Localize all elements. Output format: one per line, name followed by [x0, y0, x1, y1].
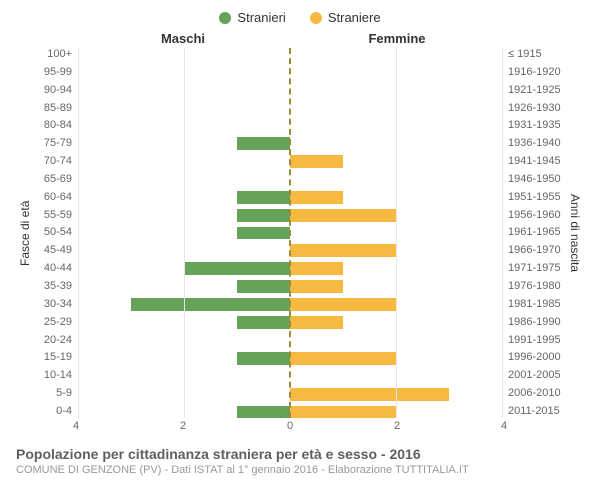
gridline	[78, 48, 79, 418]
birth-tick: 1936-1940	[508, 143, 566, 144]
bar-male	[237, 137, 290, 150]
age-tick: 0-4	[34, 411, 72, 412]
bar-female	[290, 155, 343, 168]
bar-male	[184, 262, 290, 275]
legend-swatch	[310, 12, 322, 24]
birth-tick: 1971-1975	[508, 268, 566, 269]
bar-male	[131, 298, 290, 311]
bar-male	[237, 191, 290, 204]
age-tick: 85-89	[34, 108, 72, 109]
birth-tick: 2011-2015	[508, 411, 566, 412]
birth-tick: 1966-1970	[508, 250, 566, 251]
bar-female	[290, 262, 343, 275]
birth-tick: 1991-1995	[508, 340, 566, 341]
x-tick: 4	[73, 420, 79, 432]
age-tick: 5-9	[34, 393, 72, 394]
birth-ticks: ≤ 1915 1916-1920 1921-1925 1926-1930 1931-19…	[502, 48, 566, 418]
age-tick: 65-69	[34, 179, 72, 180]
legend-swatch	[219, 12, 231, 24]
y-axis-label-right: Anni di nascita	[566, 48, 584, 418]
y-axis-label-left: Fasce di età	[16, 48, 34, 418]
birth-tick: ≤ 1915	[508, 54, 566, 55]
age-tick: 35-39	[34, 286, 72, 287]
legend-item: Stranieri	[219, 10, 285, 25]
x-tick: 2	[394, 420, 400, 432]
bar-female	[290, 352, 396, 365]
bar-male	[237, 406, 290, 419]
age-tick: 40-44	[34, 268, 72, 269]
birth-tick: 1921-1925	[508, 90, 566, 91]
age-tick: 50-54	[34, 232, 72, 233]
center-line	[289, 48, 291, 418]
bar-female	[290, 280, 343, 293]
bar-female	[290, 191, 343, 204]
age-tick: 95-99	[34, 72, 72, 73]
birth-tick: 1931-1935	[508, 125, 566, 126]
birth-tick: 1941-1945	[508, 161, 566, 162]
header-male: Maschi	[76, 31, 290, 46]
age-tick: 20-24	[34, 340, 72, 341]
age-ticks: 100+ 95-99 90-94 85-89 80-84 75-79 70-74 65-69 6…	[34, 48, 78, 418]
bar-female	[290, 406, 396, 419]
bar-male	[237, 227, 290, 240]
birth-tick: 2001-2005	[508, 375, 566, 376]
age-tick: 80-84	[34, 125, 72, 126]
chart-source: COMUNE DI GENZONE (PV) - Dati ISTAT al 1…	[16, 464, 584, 476]
header-female: Femmine	[290, 31, 504, 46]
legend: Stranieri Straniere	[16, 10, 584, 25]
age-tick: 70-74	[34, 161, 72, 162]
age-tick: 10-14	[34, 375, 72, 376]
bar-female	[290, 316, 343, 329]
age-tick: 100+	[34, 54, 72, 55]
age-tick: 55-59	[34, 215, 72, 216]
birth-tick: 1996-2000	[508, 357, 566, 358]
plot-area	[78, 48, 502, 418]
birth-tick: 1986-1990	[508, 322, 566, 323]
plot: Fasce di età 100+ 95-99 90-94 85-89 80-84 75-…	[16, 48, 584, 418]
birth-tick: 1981-1985	[508, 304, 566, 305]
gridline	[502, 48, 503, 418]
bar-female	[290, 388, 449, 401]
age-tick: 15-19	[34, 357, 72, 358]
age-tick: 60-64	[34, 197, 72, 198]
bar-male	[237, 316, 290, 329]
column-headers: Maschi Femmine	[16, 31, 584, 46]
legend-label: Straniere	[328, 10, 381, 25]
bar-female	[290, 298, 396, 311]
legend-item: Straniere	[310, 10, 381, 25]
x-tick: 2	[180, 420, 186, 432]
birth-tick: 1926-1930	[508, 108, 566, 109]
birth-tick: 1976-1980	[508, 286, 566, 287]
gridline	[396, 48, 397, 418]
birth-tick: 1951-1955	[508, 197, 566, 198]
birth-tick: 1946-1950	[508, 179, 566, 180]
birth-tick: 1916-1920	[508, 72, 566, 73]
age-tick: 25-29	[34, 322, 72, 323]
legend-label: Stranieri	[237, 10, 285, 25]
birth-tick: 1956-1960	[508, 215, 566, 216]
age-tick: 30-34	[34, 304, 72, 305]
bar-male	[237, 209, 290, 222]
footer: Popolazione per cittadinanza straniera p…	[16, 446, 584, 476]
bar-female	[290, 244, 396, 257]
bar-female	[290, 209, 396, 222]
chart-title: Popolazione per cittadinanza straniera p…	[16, 446, 584, 462]
birth-tick: 1961-1965	[508, 232, 566, 233]
x-tick: 0	[287, 420, 293, 432]
gridline	[184, 48, 185, 418]
age-tick: 45-49	[34, 250, 72, 251]
birth-tick: 2006-2010	[508, 393, 566, 394]
x-tick: 4	[501, 420, 507, 432]
x-axis: 4 2 0 2 4	[16, 420, 584, 438]
bar-male	[237, 352, 290, 365]
population-pyramid-chart: Stranieri Straniere Maschi Femmine Fasce …	[0, 0, 600, 500]
age-tick: 75-79	[34, 143, 72, 144]
x-axis-ticks: 4 2 0 2 4	[76, 420, 504, 438]
age-tick: 90-94	[34, 90, 72, 91]
bar-male	[237, 280, 290, 293]
